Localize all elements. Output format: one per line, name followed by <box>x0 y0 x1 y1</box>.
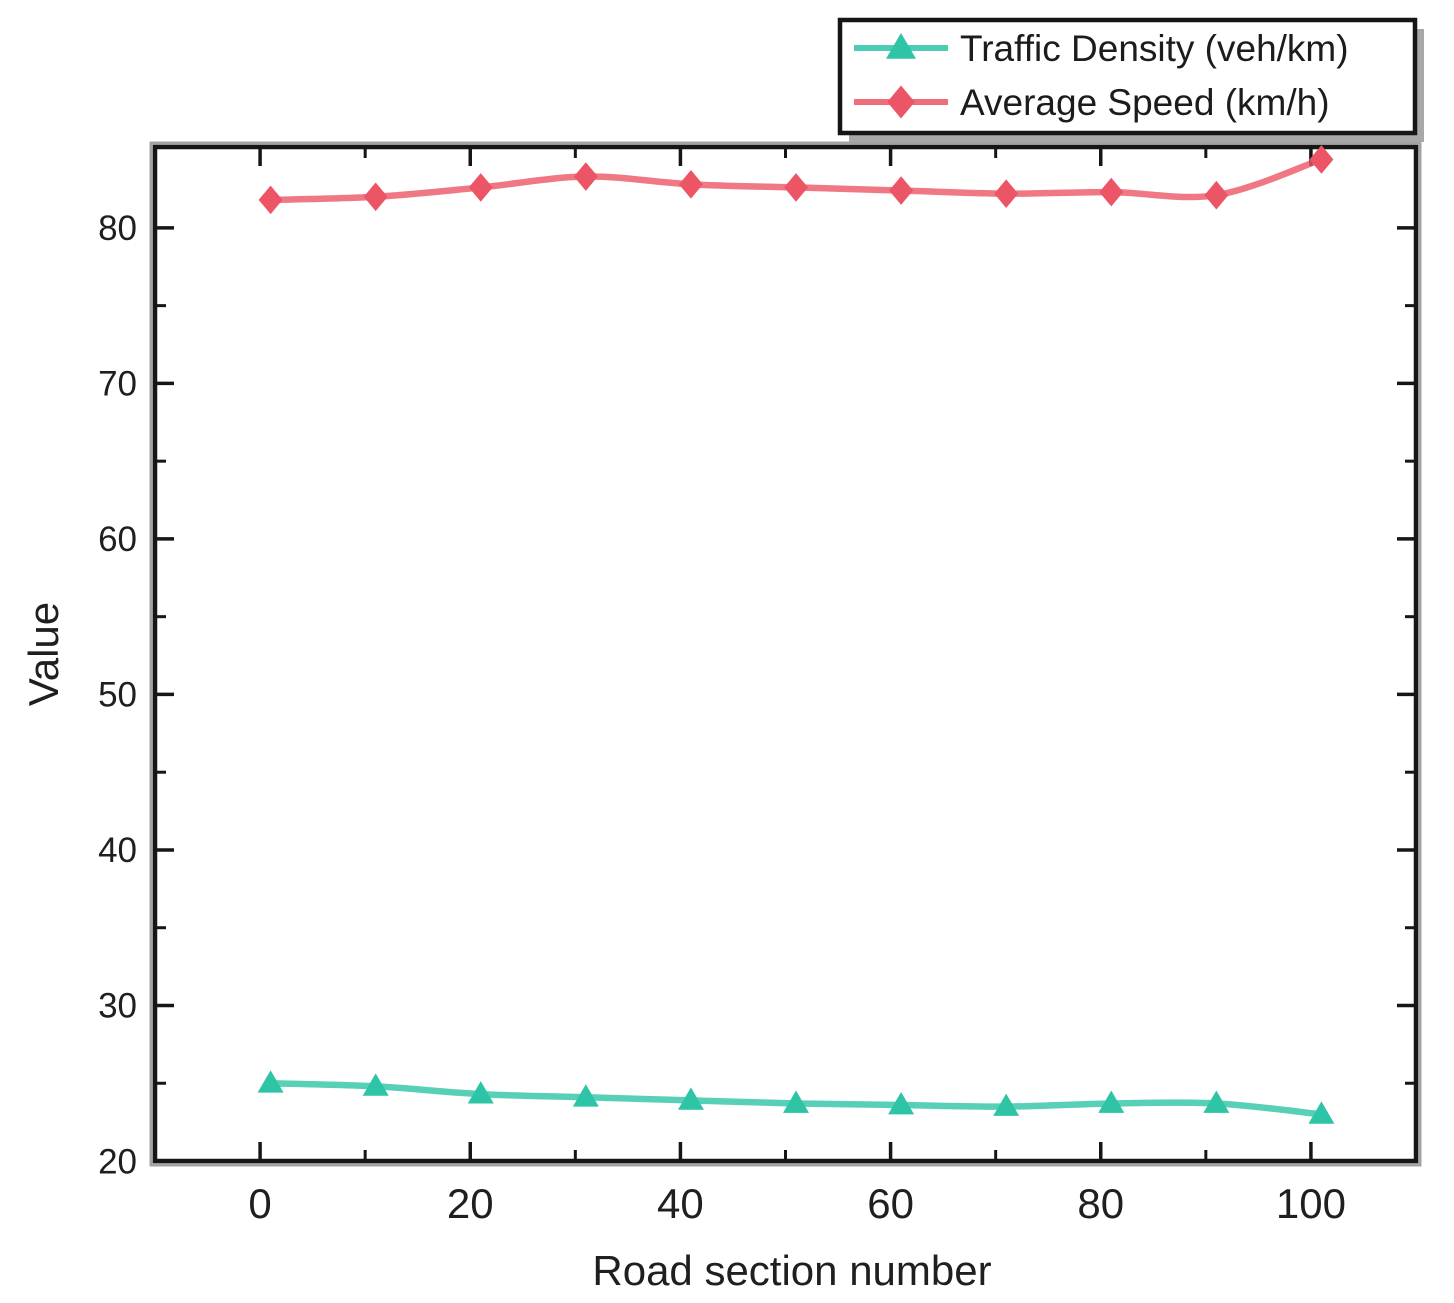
series-marker-average-speed-km-h <box>1309 145 1334 174</box>
legend-label: Average Speed (km/h) <box>960 82 1330 123</box>
series-marker-traffic-density-veh-km <box>257 1070 284 1093</box>
plot-layer: 20 30 40 50 60 70 80 0 20 40 60 80 100 <box>98 141 1422 1227</box>
series-marker-average-speed-km-h <box>784 173 808 202</box>
x-tick-label: 0 <box>248 1180 271 1227</box>
y-tick-label: 30 <box>98 987 137 1026</box>
x-tick-label: 100 <box>1276 1180 1346 1227</box>
x-axis-title: Road section number <box>592 1247 991 1294</box>
series-marker-average-speed-km-h <box>468 173 493 202</box>
series-marker-average-speed-km-h <box>889 176 914 205</box>
plot-frame-shadow <box>149 141 1422 1167</box>
series-marker-traffic-density-veh-km <box>572 1084 599 1107</box>
series-marker-average-speed-km-h <box>258 185 283 215</box>
series-marker-traffic-density-veh-km <box>783 1090 810 1113</box>
y-tick-label: 50 <box>98 676 137 715</box>
x-tick-label: 40 <box>657 1180 704 1227</box>
y-axis-title: Value <box>20 602 67 706</box>
legend-sample-marker-triangle <box>886 33 916 59</box>
legend: Traffic Density (veh/km) Average Speed (k… <box>837 17 1424 142</box>
series-marker-average-speed-km-h <box>678 170 703 199</box>
series-marker-average-speed-km-h <box>1099 177 1124 207</box>
legend-sample-marker-diamond <box>887 85 915 119</box>
series-marker-average-speed-km-h <box>1204 180 1229 210</box>
x-tick-label: 20 <box>447 1180 494 1227</box>
series-marker-traffic-density-veh-km <box>1203 1090 1230 1113</box>
x-tick-label: 80 <box>1077 1180 1124 1227</box>
series-marker-traffic-density-veh-km <box>362 1073 389 1096</box>
y-tick-label: 40 <box>98 831 137 870</box>
y-tick-label: 70 <box>98 365 137 404</box>
series-marker-traffic-density-veh-km <box>993 1093 1020 1116</box>
y-tick-label: 60 <box>98 520 137 559</box>
legend-label: Traffic Density (veh/km) <box>960 28 1349 69</box>
plot-frame <box>152 144 1419 1164</box>
series-marker-average-speed-km-h <box>573 162 598 191</box>
series-marker-traffic-density-veh-km <box>888 1092 915 1115</box>
x-tick-label: 60 <box>867 1180 914 1227</box>
legend-box <box>837 17 1418 136</box>
series-marker-traffic-density-veh-km <box>1308 1101 1335 1124</box>
series-marker-traffic-density-veh-km <box>1098 1090 1125 1113</box>
series-marker-average-speed-km-h <box>363 182 388 212</box>
y-tick-label: 20 <box>98 1142 137 1181</box>
series-marker-average-speed-km-h <box>994 179 1019 208</box>
series-marker-traffic-density-veh-km <box>677 1087 704 1110</box>
y-tick-label: 80 <box>98 209 137 248</box>
series-marker-traffic-density-veh-km <box>467 1081 494 1104</box>
